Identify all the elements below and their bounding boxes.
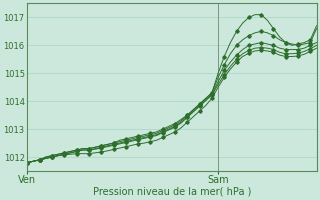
X-axis label: Pression niveau de la mer( hPa ): Pression niveau de la mer( hPa ) [93, 187, 251, 197]
